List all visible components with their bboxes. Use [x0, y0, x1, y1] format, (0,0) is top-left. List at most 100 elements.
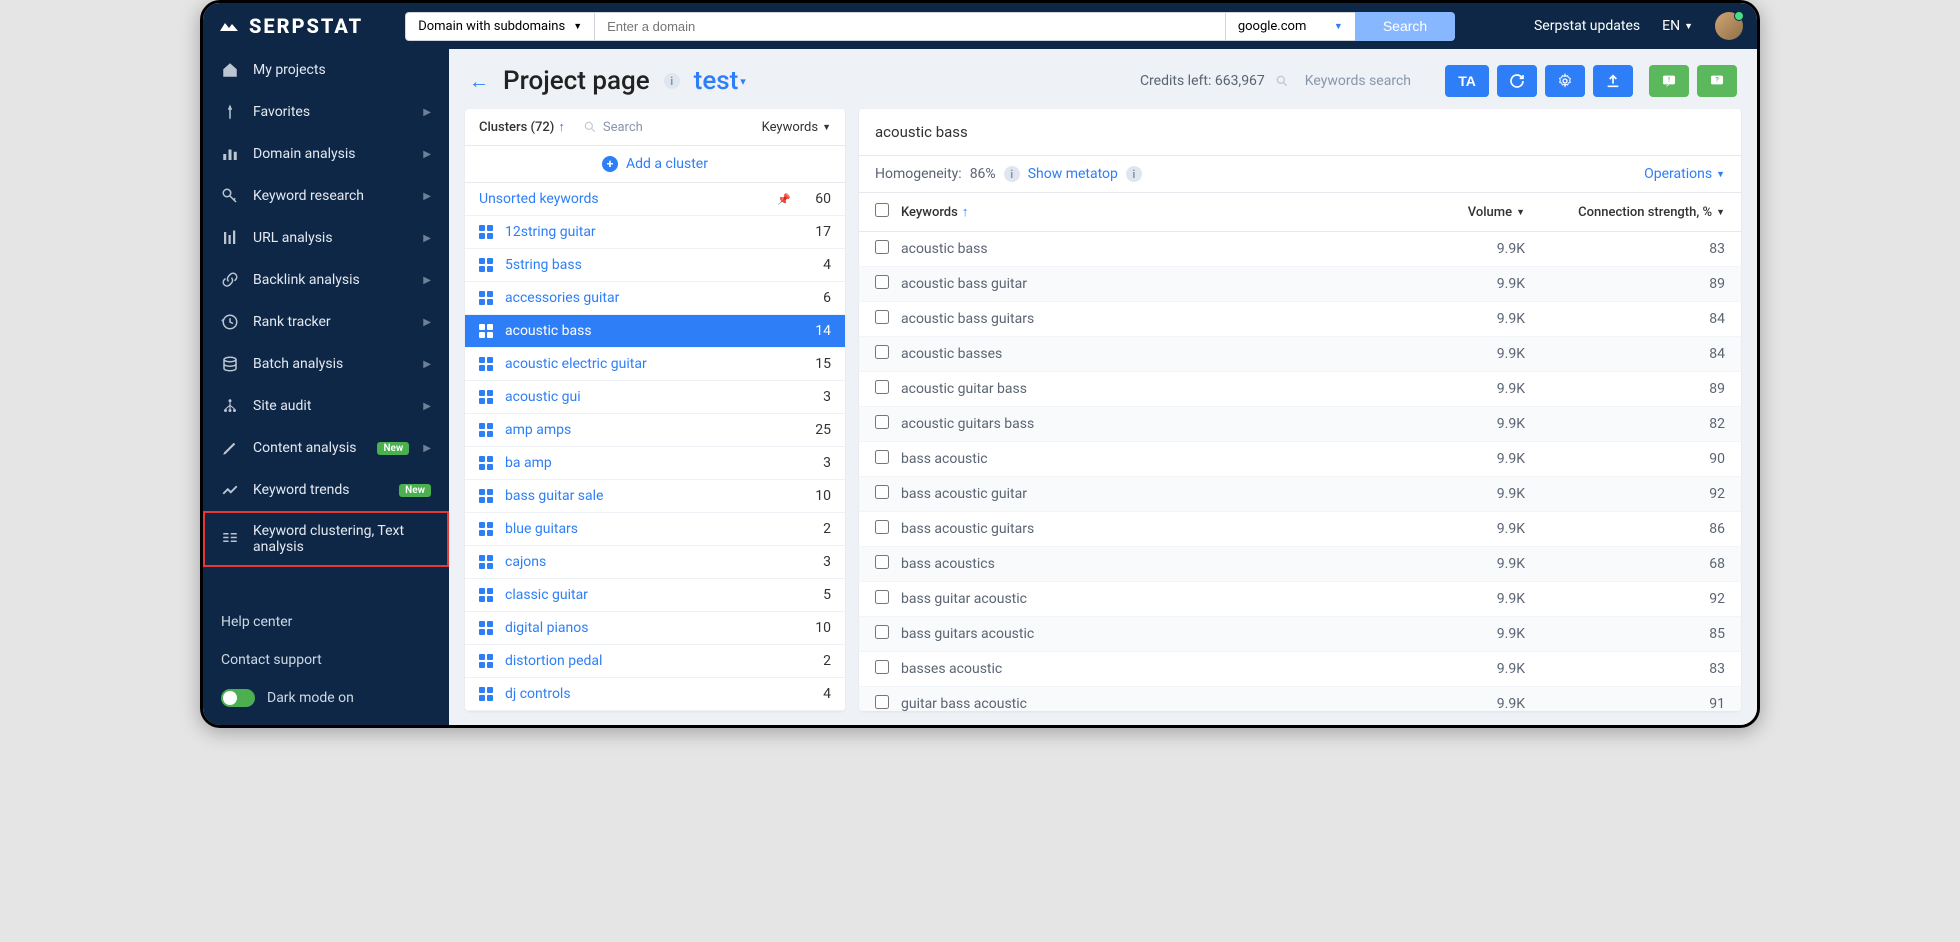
row-checkbox[interactable]: [875, 345, 889, 359]
svg-text:?: ?: [1715, 77, 1719, 84]
clusters-keywords-header[interactable]: Keywords ▼: [762, 120, 831, 135]
keyword-connection: 84: [1525, 346, 1725, 362]
keyword-row: bass acoustic guitars 9.9K 86: [859, 512, 1741, 547]
cluster-row[interactable]: blue guitars2: [465, 513, 845, 546]
sidebar-item-my-projects[interactable]: My projects: [203, 49, 449, 91]
cluster-icon: [479, 555, 493, 569]
cluster-row[interactable]: accessories guitar6: [465, 282, 845, 315]
sidebar-item-batch-analysis[interactable]: Batch analysis ▶: [203, 343, 449, 385]
search-engine-dropdown[interactable]: google.com ▼: [1225, 12, 1355, 41]
search-icon[interactable]: [1275, 74, 1289, 88]
cluster-count: 4: [801, 257, 831, 273]
row-checkbox[interactable]: [875, 590, 889, 604]
help-button[interactable]: ?: [1697, 65, 1737, 97]
cluster-row[interactable]: amp amps25: [465, 414, 845, 447]
cluster-row[interactable]: bass guitar sale10: [465, 480, 845, 513]
sidebar-item-favorites[interactable]: Favorites ▶: [203, 91, 449, 133]
add-cluster-button[interactable]: + Add a cluster: [465, 146, 845, 183]
operations-dropdown[interactable]: Operations ▼: [1644, 166, 1725, 182]
select-all-checkbox[interactable]: [875, 203, 889, 217]
sidebar-item-rank-tracker[interactable]: Rank tracker ▶: [203, 301, 449, 343]
keyword-text: basses acoustic: [901, 661, 1395, 677]
row-checkbox[interactable]: [875, 310, 889, 324]
contact-support-link[interactable]: Contact support: [203, 641, 449, 679]
cluster-row[interactable]: dj controls4: [465, 678, 845, 711]
cluster-icon: [479, 489, 493, 503]
row-checkbox[interactable]: [875, 660, 889, 674]
keywords-search-input[interactable]: Keywords search: [1305, 73, 1411, 89]
domain-mode-dropdown[interactable]: Domain with subdomains ▼: [405, 12, 594, 41]
sidebar-item-keyword-research[interactable]: Keyword research ▶: [203, 175, 449, 217]
language-dropdown[interactable]: EN ▼: [1662, 18, 1693, 34]
cluster-row[interactable]: acoustic electric guitar15: [465, 348, 845, 381]
column-keywords-sort[interactable]: Keywords ↑: [901, 204, 1395, 220]
cluster-row[interactable]: 12string guitar17: [465, 216, 845, 249]
export-button[interactable]: [1593, 65, 1633, 97]
keyword-connection: 90: [1525, 451, 1725, 467]
settings-button[interactable]: [1545, 65, 1585, 97]
sidebar-item-site-audit[interactable]: Site audit ▶: [203, 385, 449, 427]
row-checkbox[interactable]: [875, 450, 889, 464]
cluster-icon: [479, 687, 493, 701]
row-checkbox[interactable]: [875, 415, 889, 429]
user-avatar[interactable]: [1715, 12, 1743, 40]
row-checkbox[interactable]: [875, 520, 889, 534]
cluster-name: cajons: [505, 554, 801, 570]
clusters-count-sort[interactable]: Clusters (72) ↑: [479, 119, 565, 135]
row-checkbox[interactable]: [875, 240, 889, 254]
cluster-row[interactable]: classic guitar5: [465, 579, 845, 612]
sidebar-item-content-analysis[interactable]: Content analysis New ▶: [203, 427, 449, 469]
clusters-search[interactable]: Search: [583, 120, 762, 135]
cluster-row[interactable]: acoustic gui3: [465, 381, 845, 414]
keyword-text: bass guitar acoustic: [901, 591, 1395, 607]
clusters-list[interactable]: Unsorted keywords📌6012string guitar175st…: [465, 183, 845, 711]
row-checkbox[interactable]: [875, 275, 889, 289]
sidebar-item-backlink-analysis[interactable]: Backlink analysis ▶: [203, 259, 449, 301]
sidebar-item-url-analysis[interactable]: URL analysis ▶: [203, 217, 449, 259]
cluster-row[interactable]: ba amp3: [465, 447, 845, 480]
row-checkbox[interactable]: [875, 485, 889, 499]
keyword-row: bass guitar acoustic 9.9K 92: [859, 582, 1741, 617]
show-metatop-link[interactable]: Show metatop: [1028, 166, 1118, 182]
chevron-down-icon: ▾: [740, 75, 746, 88]
column-volume-sort[interactable]: Volume ▼: [1395, 205, 1525, 220]
keyword-volume: 9.9K: [1395, 696, 1525, 711]
row-checkbox[interactable]: [875, 555, 889, 569]
row-checkbox[interactable]: [875, 380, 889, 394]
cluster-row[interactable]: acoustic bass14: [465, 315, 845, 348]
keyword-row: acoustic guitars bass 9.9K 82: [859, 407, 1741, 442]
sidebar-item-domain-analysis[interactable]: Domain analysis ▶: [203, 133, 449, 175]
cluster-row[interactable]: distortion pedal2: [465, 645, 845, 678]
cluster-icon: [479, 522, 493, 536]
help-center-link[interactable]: Help center: [203, 603, 449, 641]
dark-mode-toggle[interactable]: Dark mode on: [203, 679, 449, 717]
cluster-row[interactable]: digital pianos10: [465, 612, 845, 645]
brand-logo[interactable]: SERPSTAT: [217, 14, 363, 38]
domain-input[interactable]: [594, 12, 1225, 41]
column-connection-sort[interactable]: Connection strength, % ▼: [1525, 205, 1725, 220]
back-arrow-icon[interactable]: ←: [469, 69, 489, 94]
row-checkbox[interactable]: [875, 625, 889, 639]
keyword-volume: 9.9K: [1395, 556, 1525, 572]
cluster-icon: [479, 456, 493, 470]
ta-button[interactable]: TA: [1445, 65, 1489, 97]
cluster-row[interactable]: cajons3: [465, 546, 845, 579]
chevron-down-icon: ▼: [1334, 21, 1343, 32]
top-links: Serpstat updates EN ▼: [1534, 12, 1743, 40]
sidebar-item-label: Site audit: [253, 398, 409, 414]
info-icon[interactable]: i: [664, 73, 680, 89]
chevron-right-icon: ▶: [423, 149, 431, 160]
feedback-button[interactable]: !: [1649, 65, 1689, 97]
refresh-button[interactable]: [1497, 65, 1537, 97]
sidebar-item-keyword-trends[interactable]: Keyword trends New: [203, 469, 449, 511]
sidebar-item-keyword-clustering-text-analysis[interactable]: Keyword clustering, Text analysis: [203, 511, 449, 567]
row-checkbox[interactable]: [875, 695, 889, 709]
search-button[interactable]: Search: [1355, 12, 1455, 41]
updates-link[interactable]: Serpstat updates: [1534, 18, 1640, 34]
cluster-row[interactable]: Unsorted keywords📌60: [465, 183, 845, 216]
cluster-row[interactable]: 5string bass4: [465, 249, 845, 282]
keyword-volume: 9.9K: [1395, 626, 1525, 642]
project-name-dropdown[interactable]: test ▾: [694, 66, 746, 96]
info-icon[interactable]: i: [1004, 166, 1020, 182]
info-icon[interactable]: i: [1126, 166, 1142, 182]
